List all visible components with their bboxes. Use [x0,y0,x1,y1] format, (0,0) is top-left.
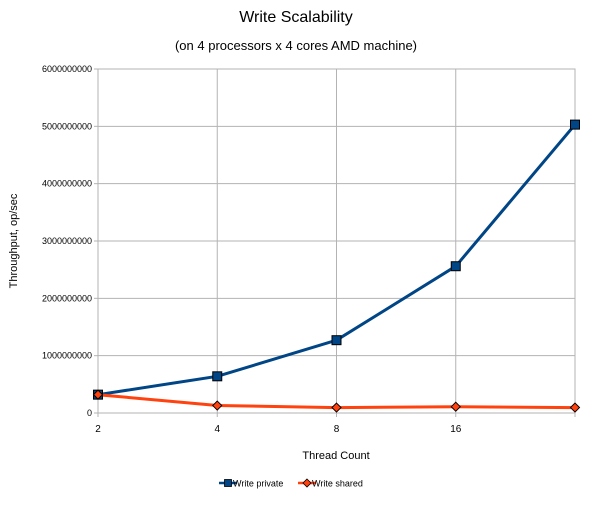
data-point-diamond [212,400,223,411]
y-axis-label: Throughput, op/sec [8,193,20,288]
x-tick-label: 8 [334,424,340,435]
y-tick-label: 3000000000 [42,236,92,246]
y-tick-label: 5000000000 [42,121,92,131]
data-point-diamond [92,389,104,400]
data-point-diamond [331,402,342,413]
data-point-square [570,119,580,130]
data-point-square [331,335,342,346]
series-markers [92,119,581,413]
x-tick-label: 4 [214,424,220,435]
legend-marker-diamond [302,478,312,488]
axes [94,68,576,417]
data-point-diamond [450,401,461,412]
grid-lines [97,68,576,414]
plot-area-border [97,68,576,414]
y-tick-label: 2000000000 [42,293,92,303]
data-point-diamond [569,402,581,413]
x-tick-label: 16 [450,424,462,435]
y-tick-labels: 0 1000000000 2000000000 3000000000 400000000… [42,64,92,418]
chart-subtitle: (on 4 processors x 4 cores AMD machine) [175,38,417,53]
legend-marker-square [224,479,232,487]
data-point-square [212,371,223,382]
x-tick-label: 2 [95,424,101,435]
y-tick-label: 0 [87,408,92,418]
legend: Write private Write shared [219,478,363,489]
y-tick-label: 6000000000 [42,64,92,74]
x-axis-label: Thread Count [302,450,369,462]
y-tick-label: 4000000000 [42,179,92,189]
y-tick-label: 1000000000 [42,351,92,361]
legend-label-0: Write private [233,479,283,489]
legend-label-1: Write shared [312,479,363,489]
x-tick-labels: 2 4 8 16 [95,424,462,435]
data-point-square [450,261,461,272]
chart-title: Write Scalability [239,9,353,26]
